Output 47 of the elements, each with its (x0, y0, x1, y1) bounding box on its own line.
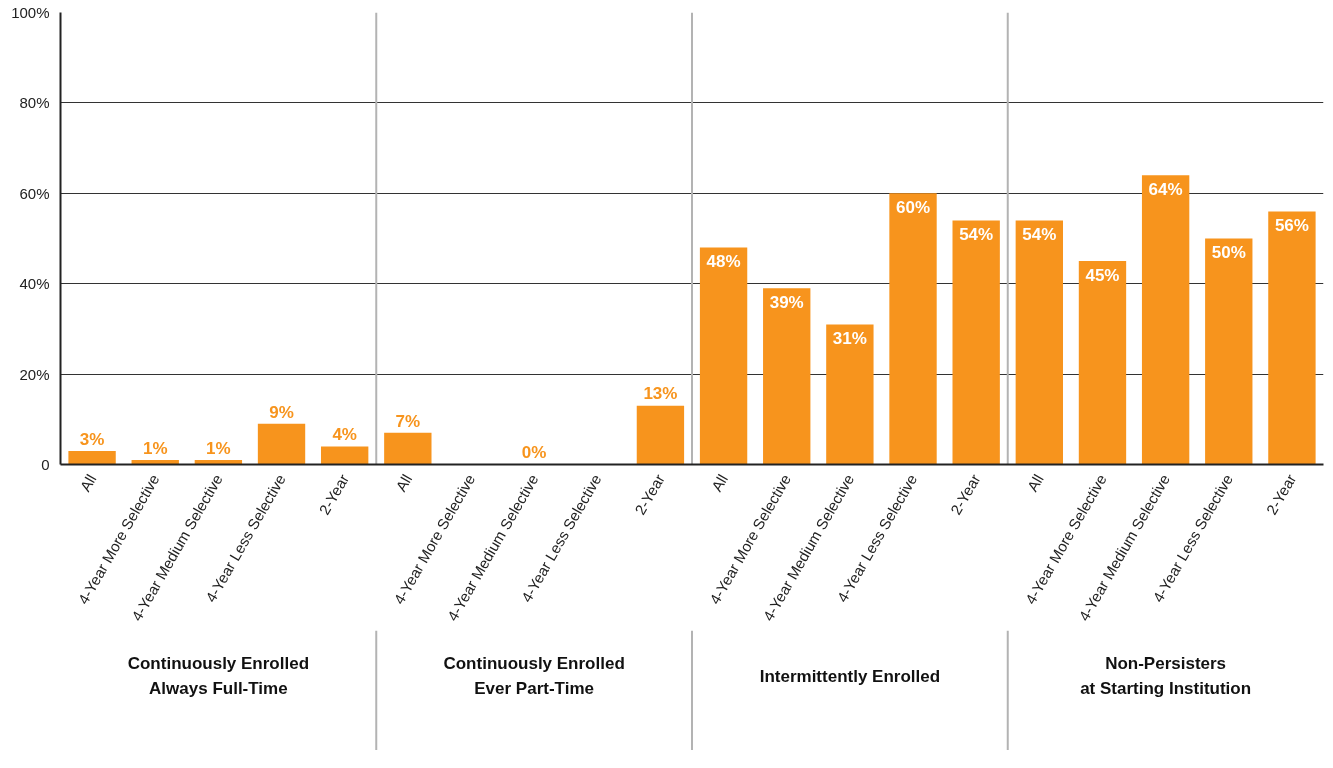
bar (636, 405, 685, 465)
bar (952, 220, 1000, 465)
bar (889, 193, 937, 465)
y-tick-label: 80% (19, 94, 50, 112)
bar (320, 446, 369, 465)
x-tick-label: All (392, 471, 416, 495)
bar (68, 450, 116, 465)
bar (1015, 220, 1064, 465)
data-label: 31% (832, 328, 867, 348)
bar (1141, 175, 1190, 465)
text: Continuously Enrolled Ever Part-Time (443, 654, 625, 698)
data-label: 64% (1148, 179, 1183, 199)
data-label: 1% (142, 438, 168, 458)
y-tick-label: 60% (19, 184, 50, 202)
data-label: 13% (643, 384, 678, 404)
data-label: 54% (1022, 224, 1057, 244)
data-label: 39% (769, 292, 804, 312)
text: Continuously Enrolled Always Full-Time (127, 654, 310, 698)
data-label: 3% (79, 429, 105, 449)
bar (1078, 261, 1127, 465)
x-tick-label: All (76, 471, 100, 495)
data-label: 0% (521, 443, 547, 463)
data-label: 56% (1274, 215, 1309, 235)
data-label: 60% (896, 197, 931, 217)
y-tick-label: 0 (41, 456, 50, 473)
data-label: 54% (959, 224, 994, 244)
bar (384, 432, 432, 465)
bar (699, 247, 748, 465)
bar (763, 288, 811, 465)
data-label: 48% (706, 252, 741, 272)
data-label: 9% (269, 402, 294, 422)
data-label: 4% (332, 425, 357, 445)
data-label: 7% (395, 411, 421, 431)
data-label: 45% (1085, 265, 1120, 285)
data-label: 1% (206, 438, 231, 458)
bar (826, 324, 874, 465)
bar (1205, 238, 1253, 465)
text: Intermittently Enrolled (759, 666, 941, 686)
y-tick-label: 40% (19, 275, 50, 293)
bar (257, 423, 306, 465)
text: Non-Persisters at Starting Institution (1080, 654, 1252, 698)
bar (1268, 211, 1316, 465)
y-tick-label: 20% (19, 365, 50, 383)
data-label: 50% (1211, 243, 1246, 263)
x-tick-label: All (707, 471, 731, 495)
x-tick-label: All (1023, 471, 1047, 495)
y-tick-label: 100% (11, 4, 50, 21)
